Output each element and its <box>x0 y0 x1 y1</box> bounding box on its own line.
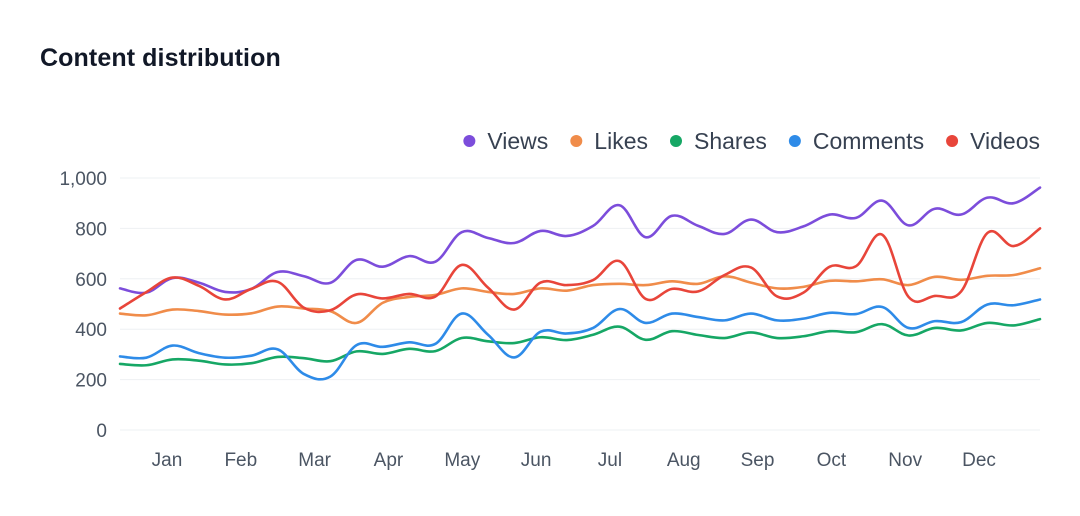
legend-dot <box>670 135 682 147</box>
x-tick-label: Sep <box>741 450 775 471</box>
legend: Views Likes Shares Comments Videos <box>463 128 1040 154</box>
y-tick-label: 1,000 <box>59 169 107 190</box>
series-line-videos <box>118 227 1042 314</box>
legend-label: Likes <box>594 128 648 154</box>
x-tick-label: Aug <box>667 450 701 471</box>
legend-dot <box>788 135 801 147</box>
legend-item-likes[interactable]: Likes <box>570 128 648 154</box>
x-tick-label: Feb <box>224 450 257 471</box>
x-tick-label: Jan <box>152 450 183 471</box>
x-tick-label: Jun <box>521 450 552 471</box>
legend-item-shares[interactable]: Shares <box>670 128 767 154</box>
y-axis-ticks: 0 200 400 600 800 1,000 <box>59 169 107 442</box>
grid-lines <box>120 177 1040 431</box>
legend-label: Views <box>487 128 548 154</box>
x-tick-label: Jul <box>598 450 622 471</box>
legend-label: Shares <box>694 128 767 154</box>
y-tick-label: 800 <box>75 219 107 240</box>
legend-dot <box>946 135 959 147</box>
series-lines <box>118 186 1042 381</box>
x-tick-label: Apr <box>374 450 404 471</box>
legend-label: Comments <box>813 128 924 154</box>
y-tick-label: 400 <box>75 320 107 341</box>
x-tick-label: May <box>444 450 480 471</box>
chart-title: Content distribution <box>40 44 281 72</box>
legend-dot <box>463 135 476 147</box>
y-tick-label: 200 <box>75 371 107 392</box>
legend-item-videos[interactable]: Videos <box>946 128 1040 154</box>
series-line-views <box>118 186 1042 295</box>
y-tick-label: 0 <box>96 421 107 442</box>
x-tick-label: Dec <box>962 450 996 471</box>
series-line-shares <box>118 317 1042 367</box>
series-line-likes <box>118 266 1042 325</box>
x-axis-ticks: Jan Feb Mar Apr May Jun Jul Aug Sep Oct Nov Dec <box>152 450 996 471</box>
x-tick-label: Nov <box>888 450 922 471</box>
y-tick-label: 600 <box>75 270 107 291</box>
legend-dot <box>570 135 583 147</box>
x-tick-label: Mar <box>298 450 331 471</box>
legend-label: Videos <box>970 128 1040 154</box>
x-tick-label: Oct <box>817 450 847 471</box>
legend-item-comments[interactable]: Comments <box>788 128 924 154</box>
legend-item-views[interactable]: Views <box>463 128 548 154</box>
series-line-comments <box>118 298 1042 381</box>
